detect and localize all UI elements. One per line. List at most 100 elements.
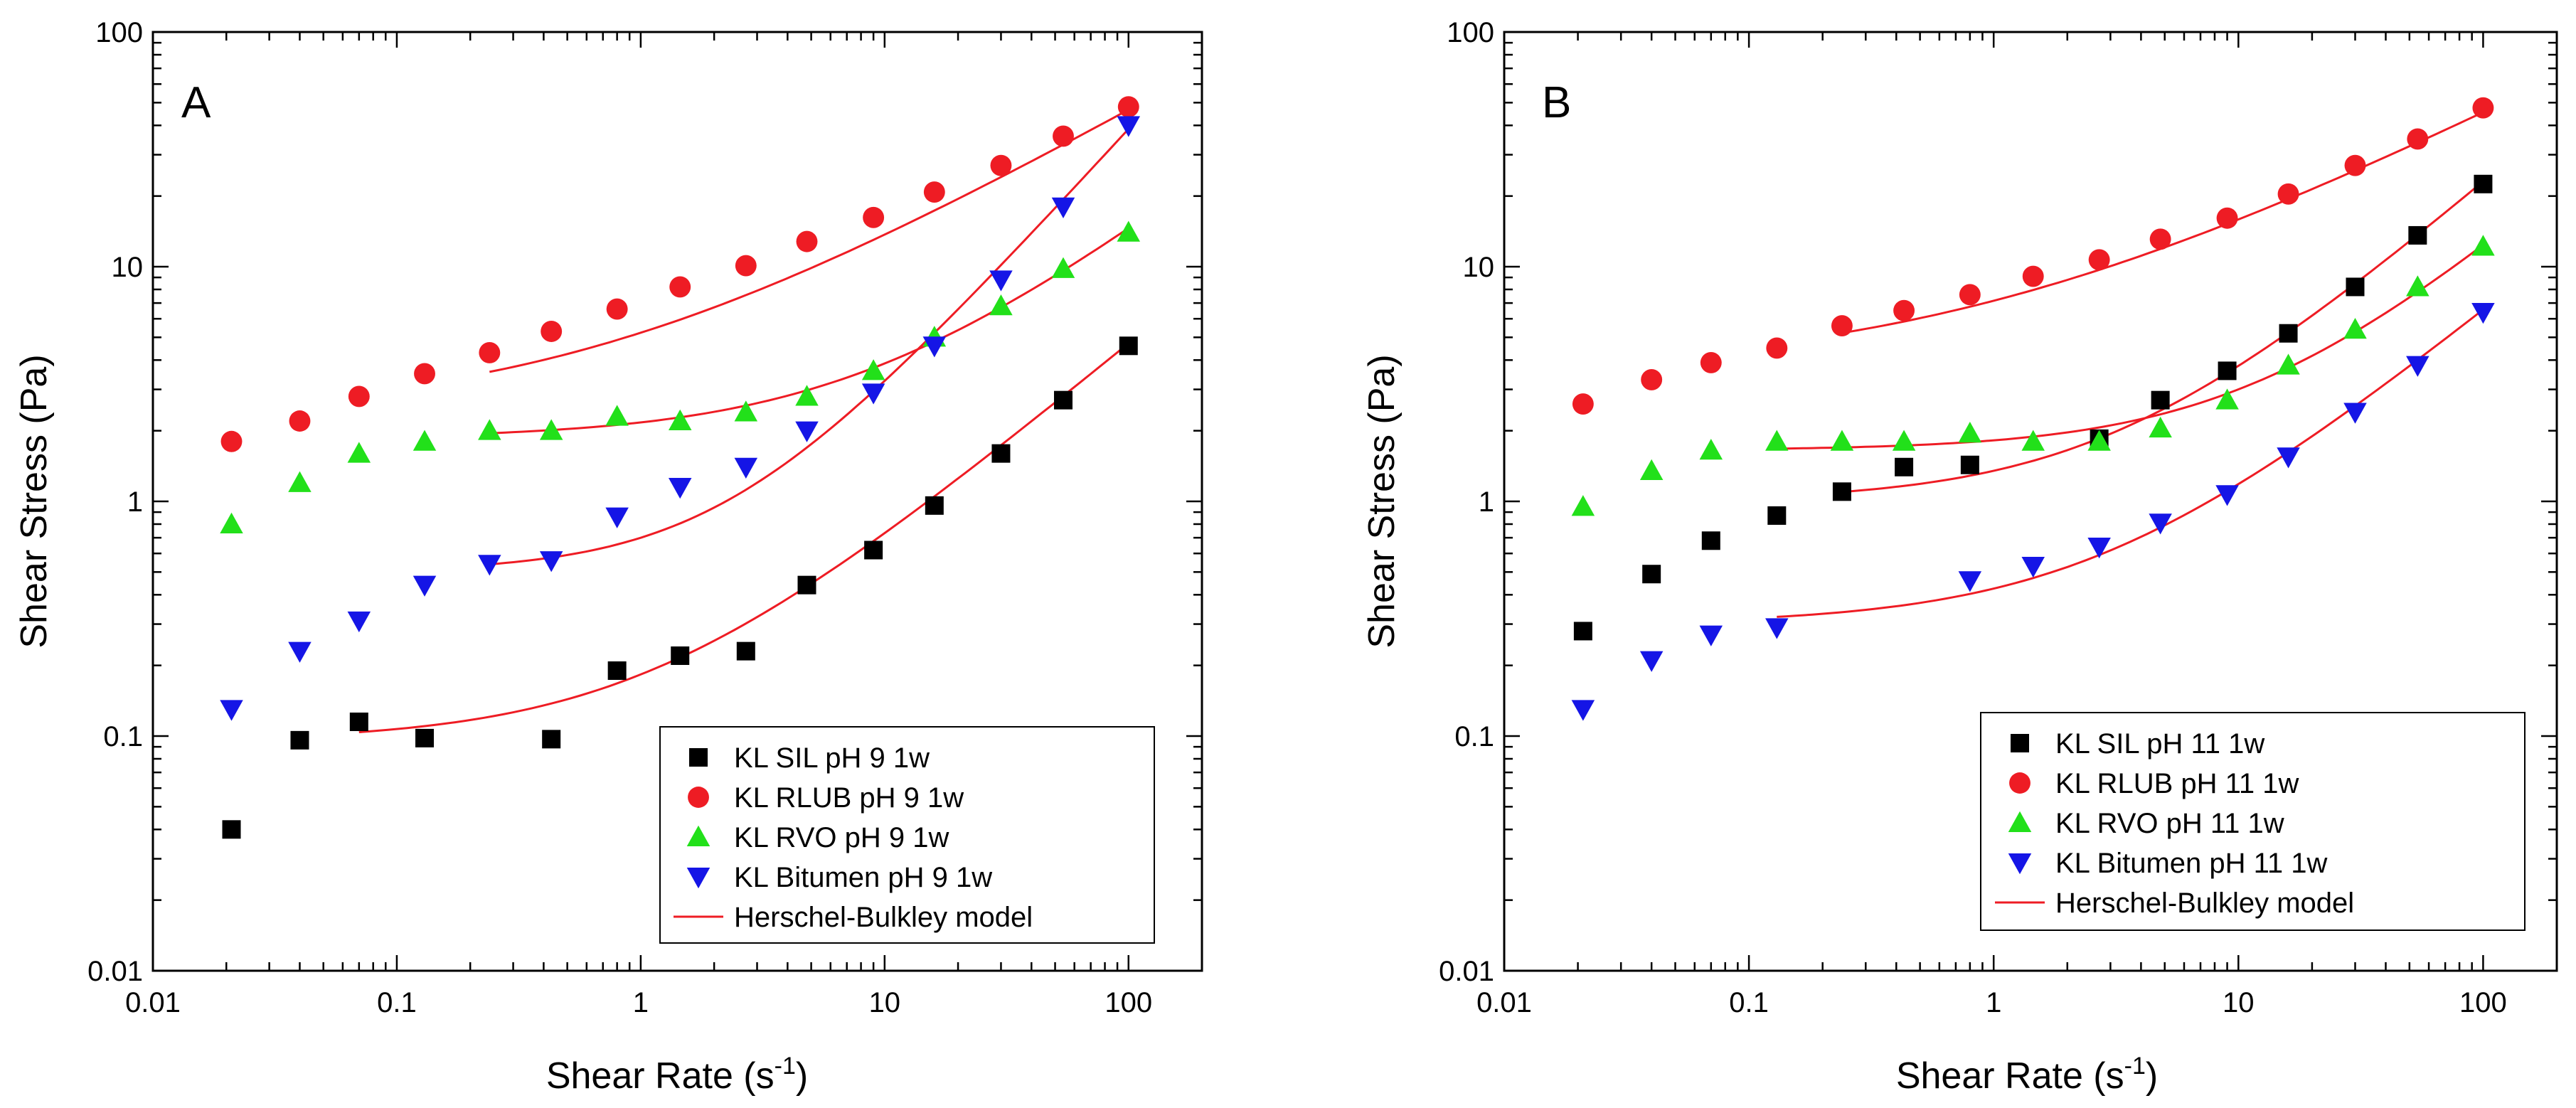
data-point — [2087, 430, 2111, 451]
data-point — [1572, 393, 1594, 415]
data-point — [347, 611, 371, 633]
y-tick-label: 0.1 — [1454, 721, 1494, 752]
data-point — [1765, 430, 1789, 451]
x-axis-title-tail: ) — [796, 1055, 808, 1097]
y-tick-label: 1 — [127, 486, 143, 518]
data-point — [2021, 430, 2045, 451]
y-axis-title: Shear Stress (Pa) — [14, 354, 55, 648]
legend-marker — [688, 787, 709, 808]
legend-item: KL SIL pH 11 1w — [2011, 728, 2264, 760]
axis-ticks: 0.01 0.1 1 10 100 0.01 0.1 1 10 100 — [87, 17, 1203, 1018]
data-point — [2474, 174, 2493, 193]
legend-box — [659, 726, 1155, 944]
legend-label: KL RLUB pH 9 1w — [734, 782, 964, 814]
data-point — [861, 359, 885, 380]
panel-label: B — [1542, 78, 1571, 127]
data-point — [1958, 571, 1982, 592]
data-point — [1959, 284, 1981, 306]
legend-label: KL Bitumen pH 9 1w — [734, 862, 992, 893]
legend-item: KL Bitumen pH 9 1w — [686, 862, 992, 893]
data-point — [607, 661, 627, 681]
data-point — [1642, 565, 1661, 584]
data-point — [1053, 125, 1074, 147]
data-point — [671, 646, 690, 666]
data-point — [605, 507, 629, 528]
data-point — [2471, 302, 2495, 324]
data-point — [864, 540, 883, 560]
data-point — [220, 430, 243, 452]
legend-label: KL Bitumen pH 11 1w — [2055, 848, 2328, 879]
data-point — [668, 409, 692, 431]
fit-curve-kl-sil-ph-11-1w — [1841, 180, 2484, 494]
y-tick-label: 10 — [112, 252, 144, 283]
data-point — [1699, 438, 1723, 460]
chart-panel-a: 0.01 0.1 1 10 100 0.01 0.1 1 10 100 A Shear Stres… — [14, 17, 1203, 1097]
data-point — [348, 385, 370, 407]
data-point — [795, 421, 819, 442]
y-tick-label: 0.01 — [1439, 956, 1494, 987]
data-point — [2408, 225, 2427, 245]
data-point — [539, 419, 563, 440]
data-point — [922, 336, 947, 358]
x-axis-title: Shear Rate (s-1) — [546, 1053, 808, 1097]
x-axis-title-superscript: -1 — [775, 1053, 796, 1080]
data-point — [1117, 116, 1141, 137]
x-tick-label: 0.01 — [1476, 987, 1532, 1018]
data-point — [923, 181, 945, 203]
legend-label: KL RVO pH 11 1w — [2055, 808, 2284, 839]
data-point — [2215, 388, 2239, 410]
panel-label: A — [181, 78, 211, 127]
data-point — [2218, 361, 2237, 380]
data-point — [541, 321, 563, 342]
data-point — [2149, 416, 2172, 438]
data-point — [1958, 422, 1982, 443]
data-point — [2343, 403, 2367, 424]
x-tick-label: 100 — [1105, 987, 1152, 1018]
fit-curve-kl-rlub-ph-9-1w — [489, 108, 1129, 373]
data-point — [2277, 447, 2300, 469]
data-point — [990, 154, 1012, 176]
legend-label: KL SIL pH 11 1w — [2055, 728, 2264, 760]
data-point — [2471, 235, 2495, 256]
legend: KL SIL pH 11 1w KL RLUB pH 11 1w KL RVO pH… — [1980, 712, 2526, 931]
data-point — [290, 730, 309, 750]
series-kl-rlub-ph-11-1w — [1572, 97, 2494, 415]
fit-curve-kl-rvo-ph-11-1w — [1777, 244, 2484, 450]
x-tick-label: 1 — [633, 987, 649, 1018]
data-point — [289, 410, 311, 432]
legend-label: KL SIL pH 9 1w — [734, 742, 930, 774]
data-point — [2215, 485, 2239, 506]
x-tick-label: 0.01 — [125, 987, 181, 1018]
series-kl-rlub-ph-9-1w — [220, 96, 1139, 452]
data-point — [479, 342, 501, 363]
chart-panel-b: 0.01 0.1 1 10 100 0.01 0.1 1 10 100 B Shear Stres… — [1361, 17, 2558, 1097]
series-kl-bitumen-ph-11-1w — [1571, 302, 2495, 721]
x-tick-label: 0.1 — [1729, 987, 1769, 1018]
data-point — [2149, 513, 2172, 535]
data-point — [2021, 556, 2045, 578]
y-axis-title: Shear Stress (Pa) — [1361, 354, 1403, 648]
x-axis-title-main: Shear Rate (s — [546, 1055, 775, 1097]
legend-item: KL SIL pH 9 1w — [689, 742, 930, 774]
data-point — [1700, 351, 1722, 373]
legend-item: KL RVO pH 11 1w — [2008, 808, 2284, 839]
data-point — [734, 400, 758, 422]
data-point — [1830, 430, 1854, 451]
data-point — [542, 730, 561, 749]
data-point — [795, 385, 819, 406]
data-point — [1892, 430, 1916, 451]
series-kl-sil-ph-11-1w — [1573, 174, 2493, 641]
legend-marker — [686, 868, 710, 889]
data-point — [413, 430, 437, 451]
data-point — [606, 298, 628, 320]
data-point — [1051, 257, 1075, 278]
data-point — [668, 477, 692, 499]
data-point — [1831, 315, 1853, 337]
legend-item-model: Herschel-Bulkley model — [1995, 888, 2354, 919]
data-point — [735, 255, 757, 277]
data-point — [415, 728, 435, 747]
legend-marker — [2008, 853, 2032, 875]
y-tick-label: 10 — [1463, 252, 1495, 283]
data-point — [1639, 651, 1664, 672]
data-point — [1117, 220, 1141, 242]
